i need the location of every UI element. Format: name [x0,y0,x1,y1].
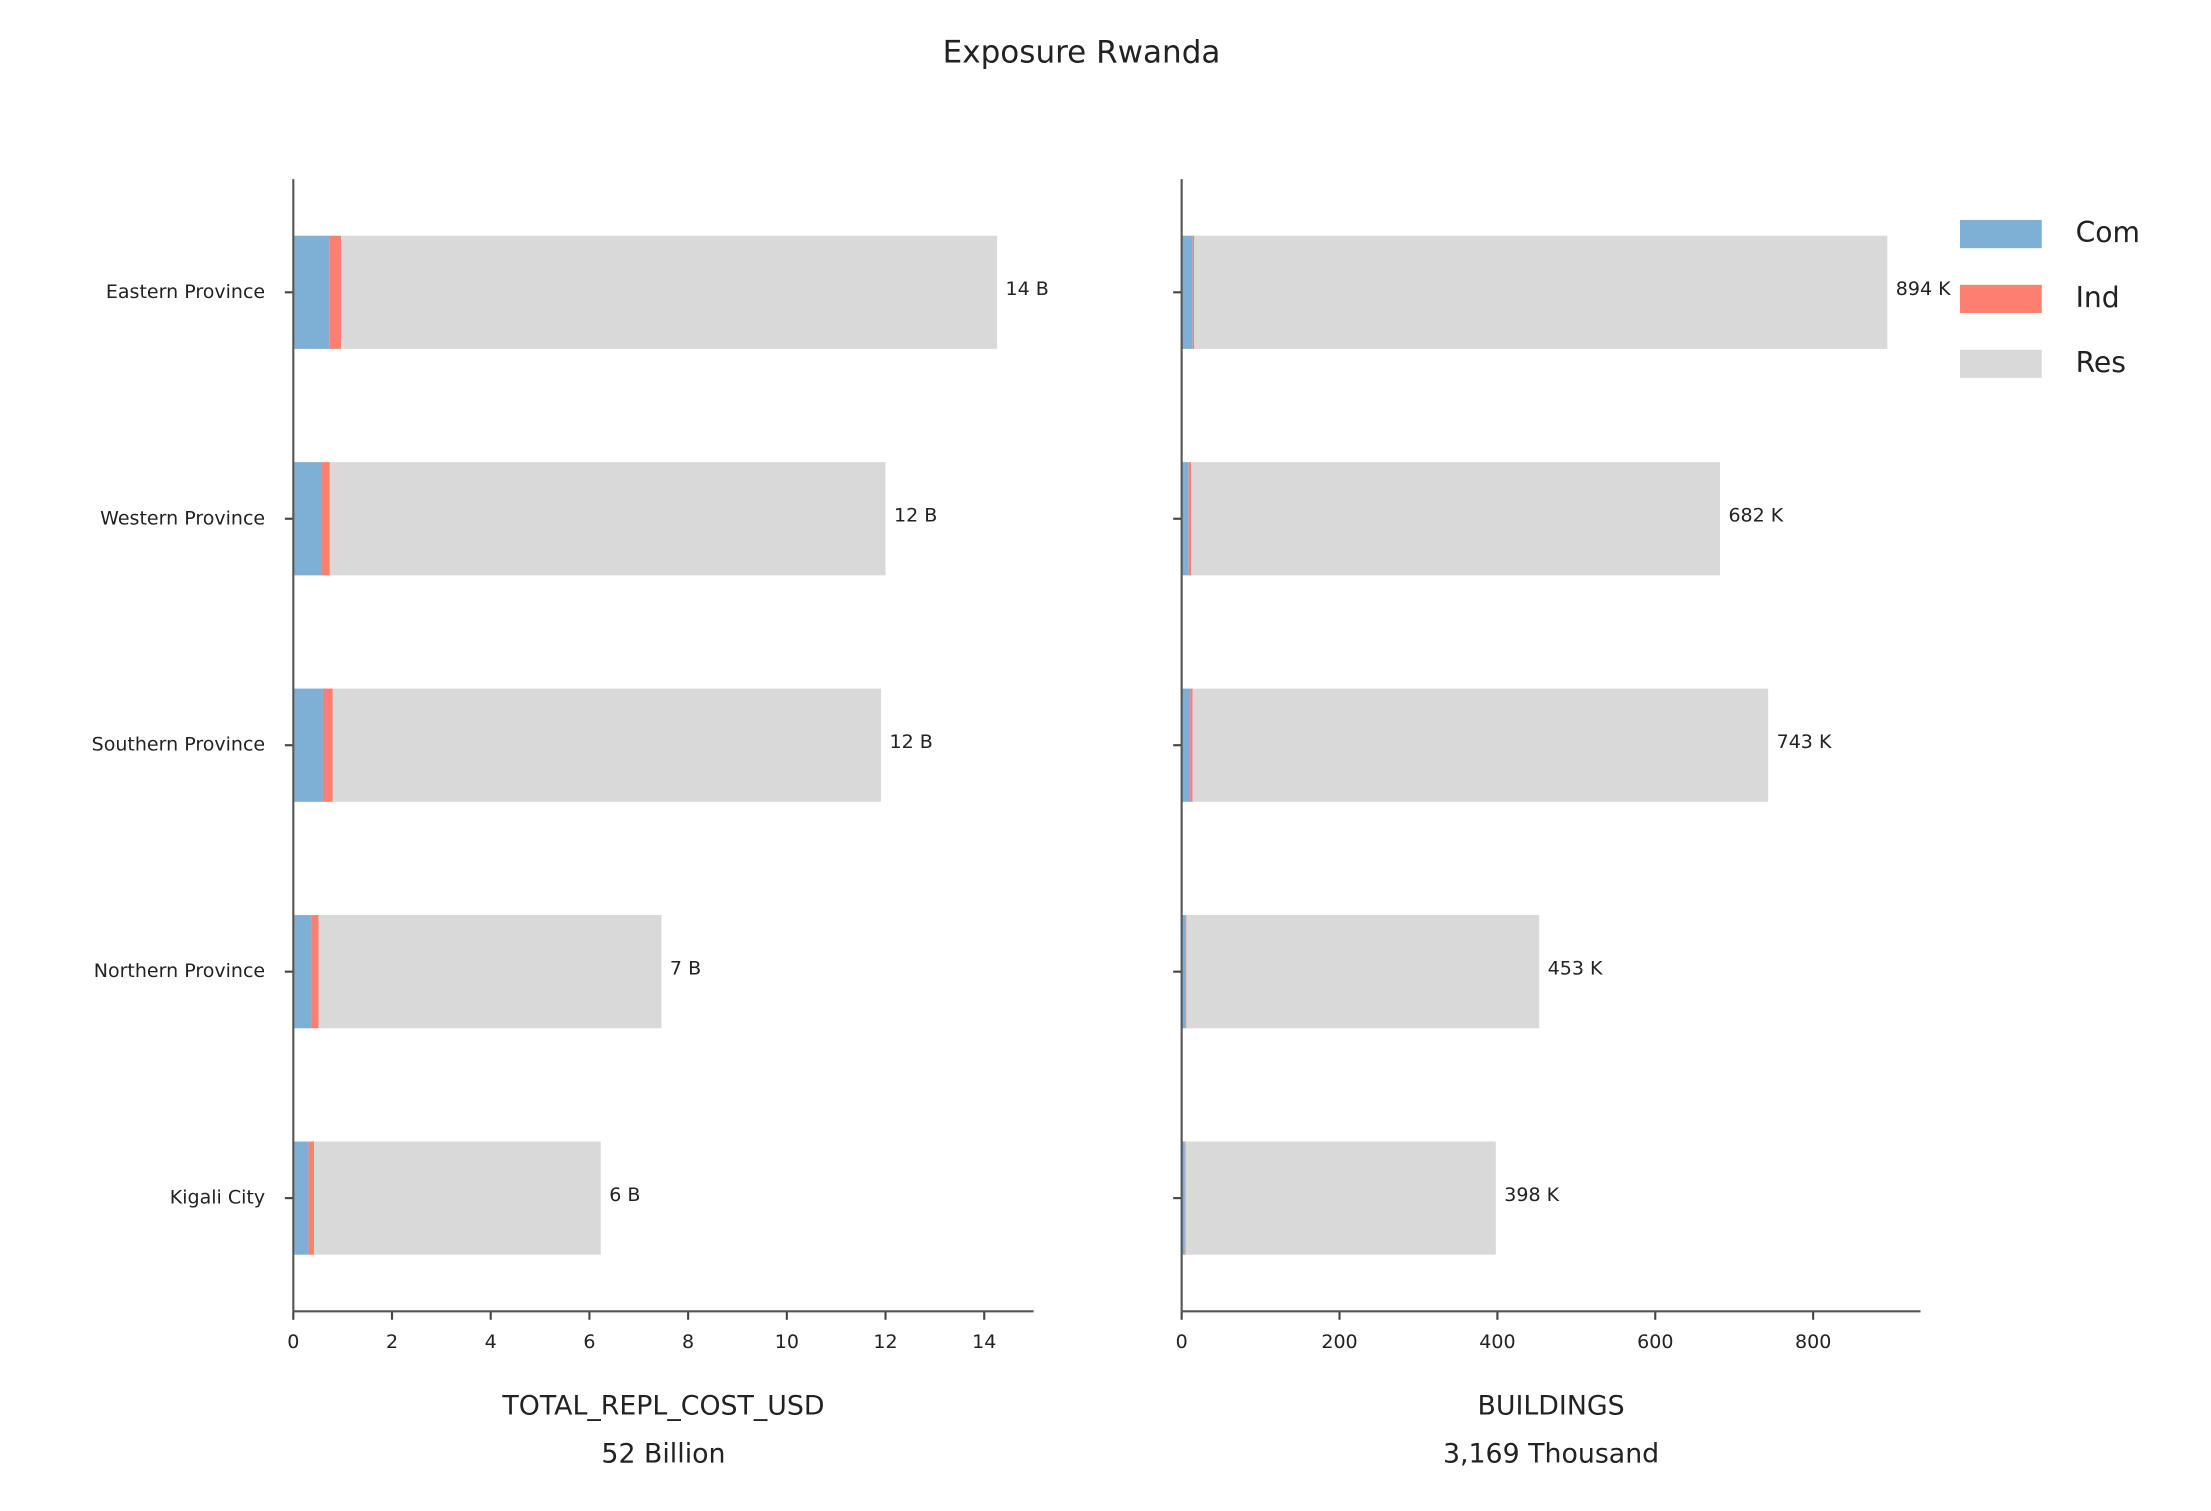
y-tick-label: Eastern Province [106,281,265,303]
x-tick-label: 10 [775,1331,799,1353]
bar-segment [1190,688,1193,802]
x-tick-label: 6 [583,1331,595,1353]
x-tick-label: 12 [873,1331,897,1353]
total-label: 894 K [1896,278,1951,300]
y-tick-label: Southern Province [92,734,265,756]
bar-segment [341,235,998,349]
bar-segment [321,462,330,576]
y-tick-label: Northern Province [94,960,265,982]
x-axis-label: TOTAL_REPL_COST_USD [501,1391,824,1422]
bar-segment [314,1141,601,1255]
chart-title: Exposure Rwanda [943,35,1221,71]
legend-swatch [1959,284,2042,314]
x-tick-label: 4 [485,1331,497,1353]
x-tick-label: 0 [1176,1331,1188,1353]
legend-label: Res [2076,346,2126,379]
bar-segment [1185,1141,1496,1255]
legend-label: Ind [2076,281,2120,314]
legend-label: Com [2076,216,2140,249]
bar-segment [1192,688,1769,802]
bar-segment [293,462,322,576]
x-tick-label: 8 [682,1331,694,1353]
bar-segment [308,1141,315,1255]
bar-segment [1181,462,1189,576]
legend-swatch [1959,219,2042,249]
total-label: 14 B [1006,278,1049,300]
bar-segment [332,688,882,802]
bar-segment [1188,462,1192,576]
x-axis-label: BUILDINGS [1478,1391,1625,1422]
total-label: 12 B [890,731,933,753]
total-label: 12 B [894,504,937,526]
x-tick-label: 600 [1637,1331,1673,1353]
y-tick-label: Western Province [100,507,265,529]
bar-segment [322,688,333,802]
x-tick-label: 0 [287,1331,299,1353]
total-label: 398 K [1504,1184,1559,1206]
x-tick-label: 800 [1795,1331,1831,1353]
bar-segment [293,688,323,802]
x-tick-label: 200 [1321,1331,1357,1353]
total-label: 682 K [1728,504,1783,526]
bar-segment [1186,915,1540,1029]
y-tick-label: Kigali City [170,1187,265,1209]
bar-segment [329,235,342,349]
bar-segment [1185,915,1187,1029]
x-axis-note: 3,169 Thousand [1443,1439,1659,1470]
bar-segment [293,235,330,349]
bar-segment [1181,1141,1185,1255]
bar-segment [1181,235,1193,349]
bar-segment [1191,462,1721,576]
bar-segment [1181,915,1186,1029]
total-label: 453 K [1548,957,1603,979]
bar-segment [1194,235,1888,349]
total-label: 6 B [609,1184,640,1206]
bar-segment [293,915,312,1029]
legend-swatch [1959,349,2042,378]
bar-segment [311,915,319,1029]
total-label: 743 K [1777,731,1832,753]
total-label: 7 B [670,957,701,979]
bar-segment [1184,1141,1186,1255]
x-axis-note: 52 Billion [601,1439,725,1470]
bar-segment [1181,688,1191,802]
x-tick-label: 14 [972,1331,996,1353]
bar-segment [1192,235,1195,349]
bar-segment [293,1141,309,1255]
x-tick-label: 400 [1479,1331,1515,1353]
bar-segment [329,462,886,576]
bar-segment [318,915,662,1029]
x-tick-label: 2 [386,1331,398,1353]
